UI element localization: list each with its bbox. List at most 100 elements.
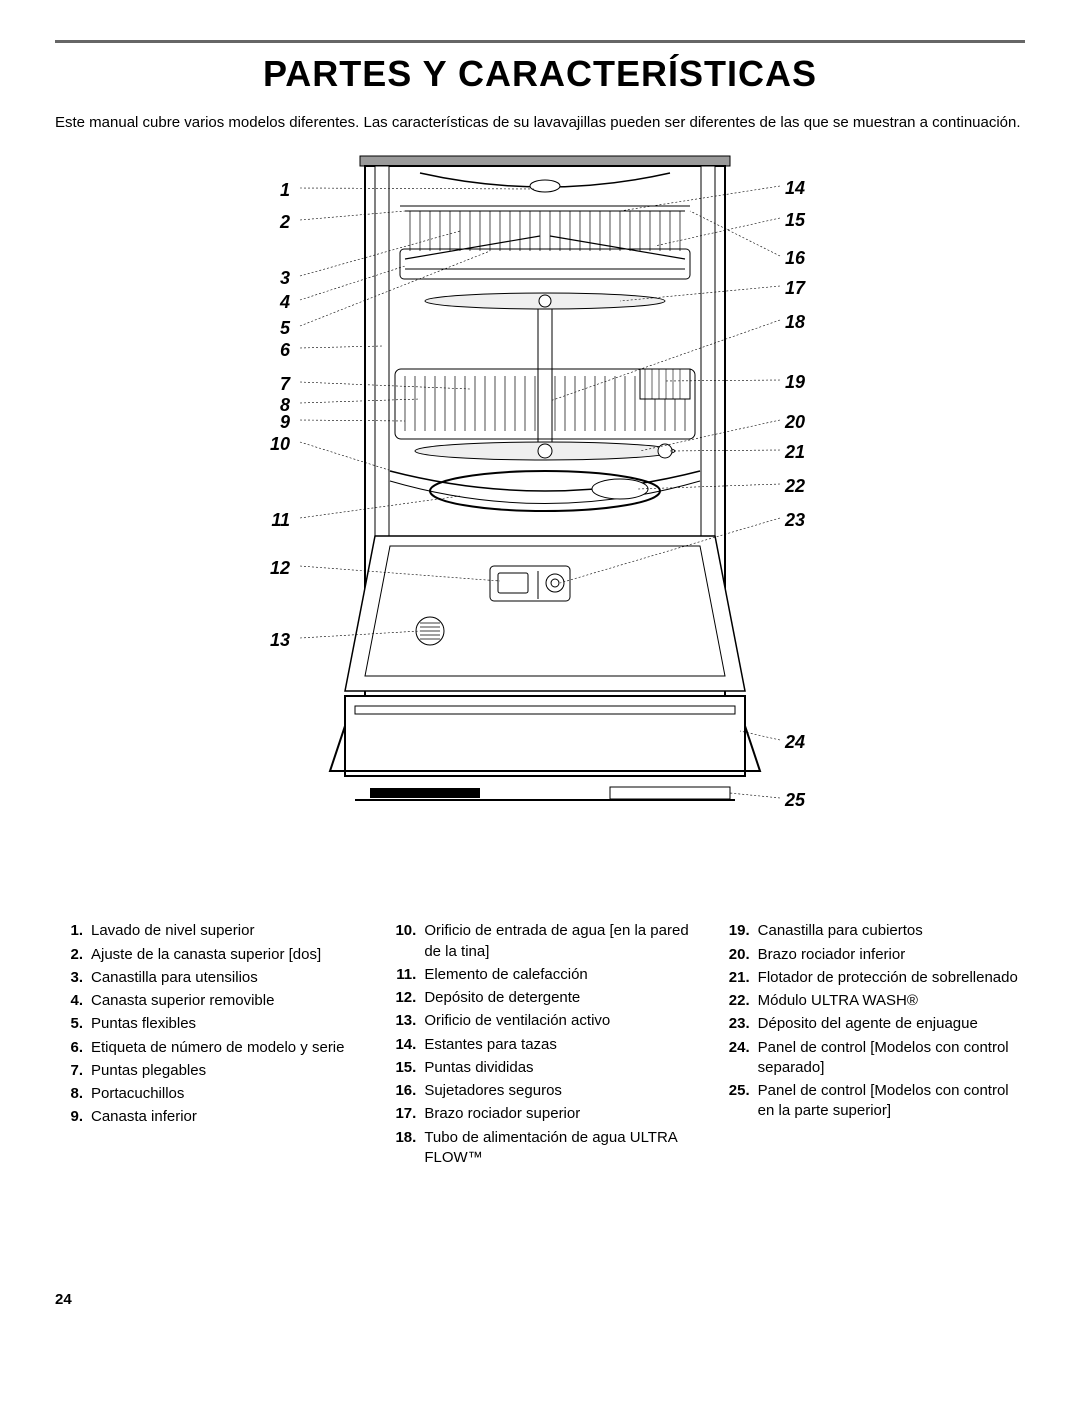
callout-18: 18 bbox=[785, 313, 815, 331]
parts-item: 24. Panel de control [Modelos con control… bbox=[722, 1038, 1025, 1079]
page-title: PARTES Y CARACTERÍSTICAS bbox=[55, 53, 1025, 95]
parts-item-number: 8. bbox=[55, 1084, 83, 1104]
parts-item-number: 21. bbox=[722, 968, 750, 988]
parts-item-number: 13. bbox=[388, 1011, 416, 1031]
parts-item-number: 15. bbox=[388, 1058, 416, 1078]
callout-25: 25 bbox=[785, 791, 815, 809]
parts-item: 18. Tubo de alimentación de agua ULTRA FL… bbox=[388, 1128, 691, 1169]
callout-9: 9 bbox=[260, 413, 290, 431]
parts-item-text: Portacuchillos bbox=[91, 1084, 358, 1104]
parts-item: 25. Panel de control [Modelos con control… bbox=[722, 1081, 1025, 1122]
callout-10: 10 bbox=[260, 435, 290, 453]
parts-item-text: Orificio de entrada de agua [en la pared… bbox=[424, 921, 691, 962]
parts-item-text: Elemento de calefacción bbox=[424, 965, 691, 985]
diagram-svg bbox=[260, 151, 820, 851]
parts-item-text: Ajuste de la canasta superior [dos] bbox=[91, 945, 358, 965]
callout-23: 23 bbox=[785, 511, 815, 529]
parts-list-columns: 1. Lavado de nivel superior 2. Ajuste de la… bbox=[55, 921, 1025, 1171]
callout-14: 14 bbox=[785, 179, 815, 197]
parts-item-number: 25. bbox=[722, 1081, 750, 1122]
parts-item: 7. Puntas plegables bbox=[55, 1061, 358, 1081]
parts-item-number: 18. bbox=[388, 1128, 416, 1169]
parts-item-text: Canasta superior removible bbox=[91, 991, 358, 1011]
parts-item-text: Orificio de ventilación activo bbox=[424, 1011, 691, 1031]
callout-3: 3 bbox=[260, 269, 290, 287]
parts-item-number: 12. bbox=[388, 988, 416, 1008]
parts-item: 10. Orificio de entrada de agua [en la pa… bbox=[388, 921, 691, 962]
parts-item-text: Estantes para tazas bbox=[424, 1035, 691, 1055]
parts-item: 8. Portacuchillos bbox=[55, 1084, 358, 1104]
callout-11: 11 bbox=[260, 511, 290, 529]
parts-item-text: Tubo de alimentación de agua ULTRA FLOW™ bbox=[424, 1128, 691, 1169]
parts-item-number: 7. bbox=[55, 1061, 83, 1081]
parts-item-number: 10. bbox=[388, 921, 416, 962]
parts-item-number: 5. bbox=[55, 1014, 83, 1034]
parts-item-text: Panel de control [Modelos con control en… bbox=[758, 1081, 1025, 1122]
parts-item: 2. Ajuste de la canasta superior [dos] bbox=[55, 945, 358, 965]
parts-item: 15. Puntas divididas bbox=[388, 1058, 691, 1078]
parts-item: 19. Canastilla para cubiertos bbox=[722, 921, 1025, 941]
parts-item: 4. Canasta superior removible bbox=[55, 991, 358, 1011]
parts-item: 17. Brazo rociador superior bbox=[388, 1104, 691, 1124]
parts-item-text: Módulo ULTRA WASH® bbox=[758, 991, 1025, 1011]
parts-item: 22. Módulo ULTRA WASH® bbox=[722, 991, 1025, 1011]
callout-2: 2 bbox=[260, 213, 290, 231]
parts-item-text: Panel de control [Modelos con control se… bbox=[758, 1038, 1025, 1079]
parts-item-text: Lavado de nivel superior bbox=[91, 921, 358, 941]
parts-item: 21. Flotador de protección de sobrellenad… bbox=[722, 968, 1025, 988]
callout-1: 1 bbox=[260, 181, 290, 199]
parts-item-number: 6. bbox=[55, 1038, 83, 1058]
callout-7: 7 bbox=[260, 375, 290, 393]
parts-item: 14. Estantes para tazas bbox=[388, 1035, 691, 1055]
parts-item-number: 16. bbox=[388, 1081, 416, 1101]
intro-text: Este manual cubre varios modelos diferen… bbox=[55, 113, 1025, 133]
horizontal-rule bbox=[55, 40, 1025, 43]
callout-5: 5 bbox=[260, 319, 290, 337]
callout-12: 12 bbox=[260, 559, 290, 577]
parts-item-text: Flotador de protección de sobrellenado bbox=[758, 968, 1025, 988]
parts-item-number: 23. bbox=[722, 1014, 750, 1034]
parts-item: 23.Déposito del agente de enjuague bbox=[722, 1014, 1025, 1034]
parts-item: 20. Brazo rociador inferior bbox=[722, 945, 1025, 965]
parts-item-text: Canastilla para cubiertos bbox=[758, 921, 1025, 941]
parts-item-text: Canasta inferior bbox=[91, 1107, 358, 1127]
parts-item-text: Brazo rociador inferior bbox=[758, 945, 1025, 965]
parts-item: 12. Depósito de detergente bbox=[388, 988, 691, 1008]
parts-item-number: 17. bbox=[388, 1104, 416, 1124]
parts-item-text: Etiqueta de número de modelo y serie bbox=[91, 1038, 358, 1058]
callout-4: 4 bbox=[260, 293, 290, 311]
parts-item-number: 14. bbox=[388, 1035, 416, 1055]
parts-item: 3.Canastilla para utensilios bbox=[55, 968, 358, 988]
page-number: 24 bbox=[55, 1291, 1025, 1308]
parts-item-number: 4. bbox=[55, 991, 83, 1011]
parts-item-number: 24. bbox=[722, 1038, 750, 1079]
callout-21: 21 bbox=[785, 443, 815, 461]
parts-col-1: 1. Lavado de nivel superior 2. Ajuste de la… bbox=[55, 921, 358, 1171]
callout-15: 15 bbox=[785, 211, 815, 229]
parts-item-text: Puntas flexibles bbox=[91, 1014, 358, 1034]
parts-item-number: 9. bbox=[55, 1107, 83, 1127]
callout-6: 6 bbox=[260, 341, 290, 359]
callout-16: 16 bbox=[785, 249, 815, 267]
parts-item: 11.Elemento de calefacción bbox=[388, 965, 691, 985]
parts-col-2: 10. Orificio de entrada de agua [en la pa… bbox=[388, 921, 691, 1171]
callout-24: 24 bbox=[785, 733, 815, 751]
callout-17: 17 bbox=[785, 279, 815, 297]
parts-item-text: Puntas plegables bbox=[91, 1061, 358, 1081]
parts-item-number: 22. bbox=[722, 991, 750, 1011]
parts-item: 5. Puntas flexibles bbox=[55, 1014, 358, 1034]
parts-item-number: 19. bbox=[722, 921, 750, 941]
parts-item: 16.Sujetadores seguros bbox=[388, 1081, 691, 1101]
parts-col-3: 19. Canastilla para cubiertos 20. Brazo roc… bbox=[722, 921, 1025, 1171]
parts-item-text: Depósito de detergente bbox=[424, 988, 691, 1008]
parts-item-number: 3. bbox=[55, 968, 83, 988]
parts-item: 9. Canasta inferior bbox=[55, 1107, 358, 1127]
dishwasher-diagram: 1234567891011121314151617181920212223242… bbox=[260, 151, 820, 851]
parts-item-text: Puntas divididas bbox=[424, 1058, 691, 1078]
parts-item-text: Brazo rociador superior bbox=[424, 1104, 691, 1124]
parts-item-number: 2. bbox=[55, 945, 83, 965]
parts-item-number: 20. bbox=[722, 945, 750, 965]
callout-20: 20 bbox=[785, 413, 815, 431]
parts-item-number: 1. bbox=[55, 921, 83, 941]
parts-item: 13. Orificio de ventilación activo bbox=[388, 1011, 691, 1031]
